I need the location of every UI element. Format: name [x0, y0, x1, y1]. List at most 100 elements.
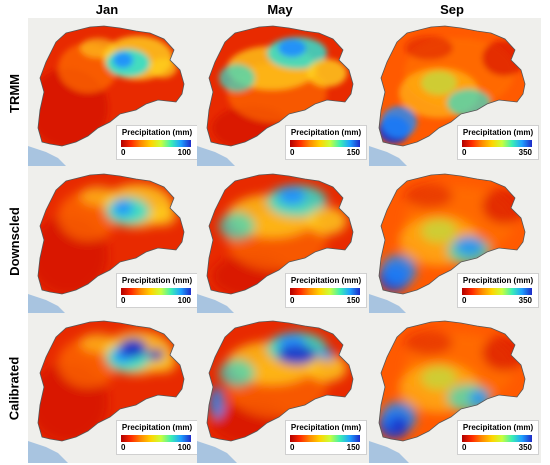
map-panel-trmm-may: Precipitation (mm) 0 150 — [197, 18, 369, 168]
precipitation-field — [379, 26, 525, 146]
precipitation-field — [207, 321, 353, 441]
row-label-trmm: TRMM — [6, 73, 22, 113]
precipitation-cluster — [113, 52, 133, 68]
map-panel-downscled-may: Precipitation (mm) 0 150 — [197, 166, 369, 316]
sea-shape — [369, 146, 409, 168]
legend-min-label: 0 — [121, 296, 126, 305]
precipitation-cluster — [209, 387, 225, 419]
legend-max-label: 150 — [346, 296, 360, 305]
precipitation-cluster — [405, 331, 453, 355]
precipitation-cluster — [381, 254, 417, 286]
precipitation-cluster — [482, 40, 525, 76]
legend-title: Precipitation (mm) — [121, 128, 193, 137]
precipitation-cluster — [455, 236, 483, 256]
precipitation-field — [379, 174, 525, 294]
legend-min-label: 0 — [290, 296, 295, 305]
legend: Precipitation (mm) 0 150 — [285, 125, 367, 160]
precipitation-cluster — [482, 188, 525, 224]
legend-min-label: 0 — [462, 443, 467, 452]
basin-boundary — [378, 320, 526, 442]
legend-color-bar — [462, 140, 532, 147]
legend-max-label: 100 — [177, 148, 191, 157]
legend-max-label: 350 — [518, 443, 532, 452]
precipitation-map — [197, 25, 354, 168]
precipitation-map — [369, 25, 526, 168]
row-label-downscaled: Downscled — [6, 206, 22, 276]
basin-boundary — [37, 25, 185, 147]
sea-shape — [28, 441, 68, 463]
map-panel-calibrated-jan: Precipitation (mm) 0 100 — [28, 313, 200, 463]
legend-min-label: 0 — [121, 148, 126, 157]
basin-boundary — [37, 320, 185, 442]
legend: Precipitation (mm) 0 100 — [116, 125, 198, 160]
precipitation-field — [379, 321, 525, 441]
precipitation-cluster — [219, 212, 255, 240]
legend-title: Precipitation (mm) — [290, 276, 362, 285]
precipitation-cluster — [381, 106, 417, 138]
precipitation-cluster — [405, 184, 453, 208]
precipitation-cluster — [219, 64, 255, 92]
precipitation-cluster — [307, 354, 347, 382]
precipitation-cluster — [421, 219, 457, 243]
precipitation-cluster — [307, 207, 347, 235]
precipitation-cluster — [149, 206, 177, 226]
precipitation-cluster — [421, 71, 457, 95]
precipitation-cluster — [113, 200, 133, 216]
legend-title: Precipitation (mm) — [462, 423, 534, 432]
precipitation-cluster — [80, 38, 116, 58]
column-title-sep: Sep — [440, 2, 464, 17]
precipitation-cluster — [278, 39, 306, 57]
legend-min-label: 0 — [462, 296, 467, 305]
precipitation-cluster — [319, 349, 335, 361]
legend-color-bar — [290, 140, 360, 147]
legend: Precipitation (mm) 0 150 — [285, 420, 367, 455]
precipitation-map — [369, 173, 526, 316]
legend: Precipitation (mm) 0 100 — [116, 420, 198, 455]
map-panel-trmm-jan: Precipitation (mm) 0 100 — [28, 18, 200, 168]
column-title-jan: Jan — [95, 2, 119, 17]
basin-boundary — [206, 25, 354, 147]
sea-shape — [369, 294, 409, 316]
sea-shape — [197, 441, 237, 463]
map-panel-downscled-jan: Precipitation (mm) 0 100 — [28, 166, 200, 316]
legend-title: Precipitation (mm) — [121, 423, 193, 432]
legend-max-label: 150 — [346, 443, 360, 452]
legend-color-bar — [462, 288, 532, 295]
legend-max-label: 100 — [177, 443, 191, 452]
precipitation-cluster — [80, 186, 116, 206]
precipitation-cluster — [405, 36, 453, 60]
legend-max-label: 150 — [346, 148, 360, 157]
sea-shape — [197, 294, 237, 316]
legend-title: Precipitation (mm) — [462, 276, 534, 285]
precipitation-cluster — [307, 59, 347, 87]
legend: Precipitation (mm) 0 100 — [116, 273, 198, 308]
precipitation-cluster — [80, 333, 116, 353]
precipitation-map — [28, 173, 185, 316]
basin-boundary — [206, 320, 354, 442]
legend-max-label: 350 — [518, 148, 532, 157]
legend: Precipitation (mm) 0 350 — [457, 420, 539, 455]
legend-min-label: 0 — [290, 443, 295, 452]
map-panel-calibrated-may: Precipitation (mm) 0 150 — [197, 313, 369, 463]
precipitation-cluster — [119, 338, 147, 358]
precipitation-field — [207, 26, 353, 146]
legend-min-label: 0 — [121, 443, 126, 452]
sea-shape — [28, 146, 68, 168]
precipitation-cluster — [447, 89, 491, 117]
legend-max-label: 350 — [518, 296, 532, 305]
precipitation-map — [197, 320, 354, 463]
map-panel-trmm-sep: Precipitation (mm) 0 350 — [369, 18, 541, 168]
precipitation-field — [207, 174, 353, 294]
legend: Precipitation (mm) 0 350 — [457, 273, 539, 308]
precipitation-cluster — [278, 187, 306, 205]
legend: Precipitation (mm) 0 150 — [285, 273, 367, 308]
legend-color-bar — [290, 288, 360, 295]
legend-title: Precipitation (mm) — [462, 128, 534, 137]
sea-shape — [369, 441, 409, 463]
legend-color-bar — [462, 435, 532, 442]
basin-boundary — [37, 173, 185, 295]
column-title-may: May — [267, 2, 293, 17]
legend-title: Precipitation (mm) — [290, 128, 362, 137]
precipitation-field — [38, 321, 184, 441]
sea-shape — [28, 294, 68, 316]
